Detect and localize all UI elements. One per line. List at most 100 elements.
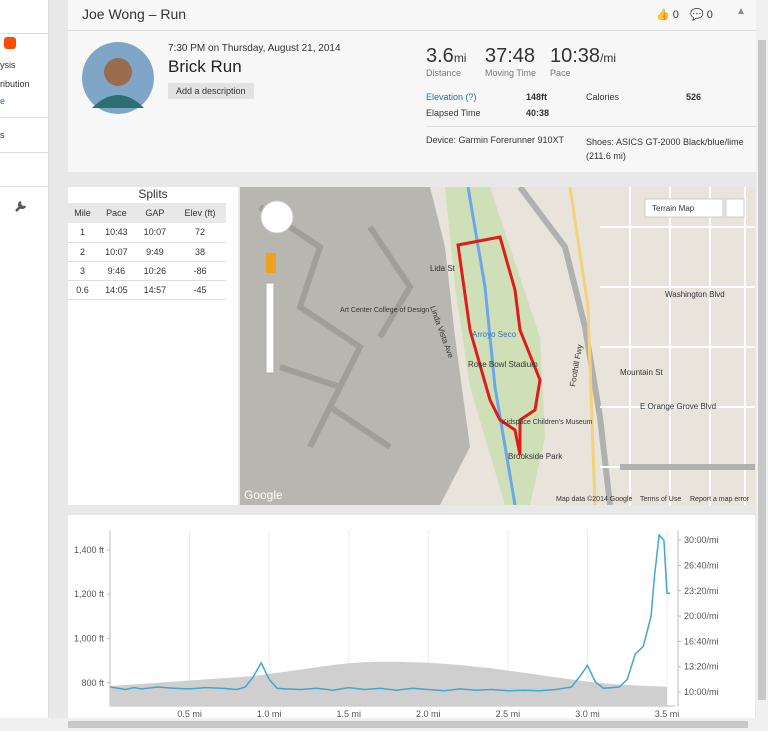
map-label: Art Center College of Design	[340, 307, 429, 314]
pace-line	[109, 533, 671, 692]
map-label: Brookside Park	[508, 452, 563, 461]
map-label: Mountain St	[620, 368, 663, 377]
divider	[0, 152, 48, 153]
y2-tick-label: 20:00/mi	[684, 611, 719, 621]
x-tick-label: 1.5 mi	[336, 709, 361, 718]
header: Joe Wong – Run 👍 0 💬 0 ▲	[68, 0, 756, 31]
detail-label[interactable]: Elevation (?)	[426, 92, 477, 102]
y-tick-label: 1,000 ft	[74, 633, 105, 643]
stat: 3.6mi Distance	[426, 45, 466, 78]
pegman[interactable]	[266, 253, 276, 273]
scroll-thumb[interactable]	[68, 721, 748, 728]
x-tick-label: 3.5 mi	[655, 709, 680, 718]
kudos-count: 0	[672, 9, 679, 21]
map-terms[interactable]: Terms of Use	[640, 496, 681, 503]
detail-label: Elapsed Time	[426, 108, 481, 118]
splits-cell: 9:49	[146, 246, 164, 257]
activity-name: Brick Run	[168, 57, 242, 76]
map-type-button[interactable]	[644, 198, 724, 218]
stat-label: Moving Time	[485, 68, 537, 78]
splits-row: 3 9:46 10:26 -86	[68, 261, 226, 280]
stat-value: 37:48	[485, 45, 536, 67]
summary: 7:30 PM on Thursday, August 21, 2014 Bri…	[68, 31, 756, 172]
splits-cell: 10:26	[143, 265, 167, 276]
pan-control[interactable]	[260, 200, 294, 234]
x-tick-label: 0.5 mi	[177, 709, 202, 718]
elevation-area	[110, 661, 668, 706]
map[interactable]: Terrain Map Arroyo Seco Rose Bowl Stadiu…	[240, 187, 755, 505]
splits-row: 1 10:43 10:07 72	[68, 223, 226, 242]
map-label: E Orange Grove Blvd	[640, 402, 716, 411]
stat-value: 3.6	[426, 45, 454, 67]
splits-cell: 14:57	[143, 284, 167, 295]
splits-panel: Splits Mile Pace GAP Elev (ft) 1 10:43 10:07 72…	[68, 187, 238, 505]
map-type-label[interactable]: Terrain Map	[652, 204, 695, 213]
comments[interactable]: 💬 0	[690, 9, 713, 21]
stat-value: 10:38	[550, 45, 601, 67]
sidebar-top	[0, 0, 48, 34]
vertical-scrollbar[interactable]	[756, 0, 768, 731]
stat-label: Distance	[426, 68, 462, 78]
y2-tick-label: 26:40/mi	[684, 560, 719, 570]
splits-cell: 3	[80, 265, 86, 276]
avatar	[82, 42, 154, 114]
x-tick-label: 1.0 mi	[257, 709, 282, 718]
sidebar-item[interactable]: e	[0, 96, 6, 106]
splits-cell: 10:07	[143, 227, 167, 238]
stat: 37:48 Moving Time	[485, 45, 536, 78]
map-report[interactable]: Report a map error	[690, 496, 750, 503]
column-header: Elev (ft)	[184, 208, 216, 218]
y-tick-label: 800 ft	[81, 678, 104, 688]
y-tick-label: 1,400 ft	[74, 545, 105, 555]
splits-cell: 10:07	[105, 246, 128, 257]
splits-cell: 1	[80, 227, 86, 238]
y2-tick-label: 13:20/mi	[684, 662, 719, 672]
detail-value: 40:38	[526, 108, 550, 118]
device: Device: Garmin Forerunner 910XT	[426, 135, 565, 145]
divider	[426, 126, 756, 127]
icon	[4, 37, 16, 49]
kudos[interactable]: 👍 0	[656, 9, 679, 21]
y-tick-label: 1,200 ft	[74, 589, 105, 599]
splits-cell: 14:05	[105, 284, 128, 295]
shoes: Shoes: ASICS GT-2000 Black/blue/lime (21…	[586, 137, 744, 161]
y2-tick-label: 10:00/mi	[684, 687, 719, 697]
x-tick-label: 2.0 mi	[416, 709, 441, 718]
stat-unit: /mi	[600, 51, 617, 65]
divider	[0, 186, 48, 187]
activity-title: Joe Wong – Run	[82, 6, 187, 22]
stat-unit: mi	[453, 51, 467, 65]
map-label: Kidspace Children's Museum	[502, 419, 593, 426]
splits-row: 0.6 14:05 14:57 -45	[68, 280, 226, 299]
wrench-icon[interactable]	[14, 199, 28, 213]
zoom-control[interactable]	[265, 282, 275, 374]
fullscreen-button[interactable]	[725, 198, 745, 218]
detail-value: 526	[686, 92, 702, 102]
splits-cell: 0.6	[76, 284, 89, 295]
collapse[interactable]: ▲	[736, 6, 746, 17]
map-logo: Google	[244, 488, 283, 502]
y2-tick-label: 23:20/mi	[684, 586, 719, 596]
horizontal-scrollbar[interactable]	[0, 718, 756, 731]
elevation-pace-chart: 0.5 mi 1.0 mi 1.5 mi 2.0 mi 2.5 mi 3.0 mi 3.5 …	[68, 515, 755, 718]
map-label: Lida St	[430, 264, 456, 273]
detail-value: 148ft	[526, 92, 548, 102]
sidebar-item[interactable]: s	[0, 130, 5, 140]
sidebar-item[interactable]: ribution	[0, 79, 30, 89]
y2-tick-label: 30:00/mi	[684, 535, 719, 545]
sidebar-item[interactable]: ysis	[0, 60, 16, 70]
add-description[interactable]: Add a description	[168, 83, 254, 99]
comments-count: 0	[706, 9, 713, 21]
map-label: Arroyo Seco	[472, 330, 517, 339]
scroll-thumb[interactable]	[758, 40, 766, 700]
splits-cell: 9:46	[107, 265, 126, 276]
splits-header: Mile Pace GAP Elev (ft)	[68, 203, 226, 223]
splits-title: Splits	[138, 187, 168, 201]
splits-cell: 38	[195, 246, 206, 257]
map-label: Washington Blvd	[665, 290, 725, 299]
sidebar: ysis ribution e s	[0, 0, 49, 731]
x-tick-label: 2.5 mi	[496, 709, 521, 718]
splits-cell: 2	[80, 246, 86, 257]
splits-cell: 72	[195, 227, 206, 238]
